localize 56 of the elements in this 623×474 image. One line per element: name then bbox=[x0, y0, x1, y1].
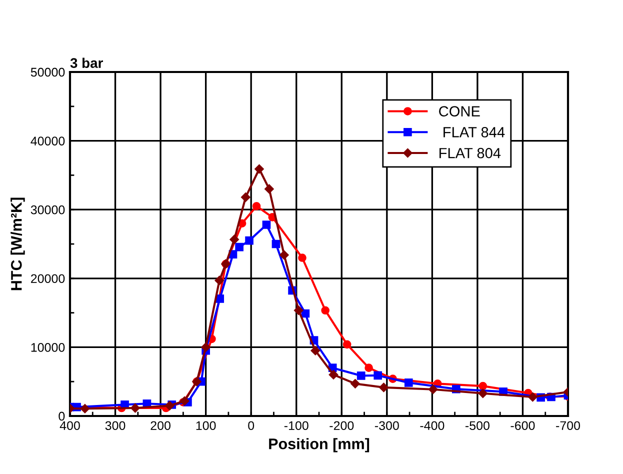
point bbox=[342, 340, 352, 349]
point bbox=[80, 404, 90, 414]
point bbox=[272, 240, 280, 248]
point bbox=[379, 382, 388, 392]
x-tick-label: 100 bbox=[196, 421, 216, 430]
point bbox=[235, 242, 244, 252]
x-tick-label: -300 bbox=[374, 421, 399, 430]
x-tick-label: 0 bbox=[248, 421, 254, 430]
point bbox=[241, 192, 250, 202]
point bbox=[230, 234, 239, 244]
x-tick-label: -100 bbox=[284, 421, 308, 430]
point bbox=[264, 184, 274, 194]
legend-label: FLAT 804 bbox=[440, 148, 501, 158]
point bbox=[262, 220, 271, 229]
point bbox=[294, 306, 304, 316]
point bbox=[245, 236, 254, 245]
x-tick-label: -200 bbox=[330, 421, 354, 430]
y-tick-label: 40000 bbox=[30, 136, 65, 146]
y-tick-label: 30000 bbox=[30, 205, 65, 214]
point bbox=[364, 364, 373, 372]
point bbox=[252, 202, 261, 210]
point bbox=[321, 306, 330, 315]
point bbox=[528, 392, 538, 402]
x-tick-label: 300 bbox=[105, 421, 126, 430]
y-axis-title: HTC [W/m²K] bbox=[10, 198, 25, 290]
point bbox=[164, 401, 174, 410]
point bbox=[130, 403, 140, 413]
point bbox=[298, 254, 306, 262]
point bbox=[201, 342, 210, 352]
point bbox=[214, 276, 224, 286]
legend-label: CONE bbox=[439, 106, 480, 116]
point bbox=[310, 346, 320, 356]
point bbox=[350, 379, 360, 388]
x-tick-label: 400 bbox=[60, 421, 80, 430]
x-axis-title: Position [mm] bbox=[269, 438, 370, 452]
point bbox=[428, 384, 438, 394]
chart-title: 3 bar bbox=[70, 58, 103, 68]
point bbox=[478, 382, 488, 390]
point bbox=[216, 294, 224, 303]
y-tick-label: 50000 bbox=[30, 68, 65, 77]
x-tick-label: -500 bbox=[466, 421, 490, 430]
y-tick-label: 10000 bbox=[31, 343, 65, 352]
point bbox=[280, 250, 289, 260]
point bbox=[356, 372, 366, 380]
x-tick-label: -600 bbox=[510, 421, 535, 430]
legend-label: FLAT 844 bbox=[444, 127, 505, 138]
point bbox=[374, 371, 382, 380]
y-tick-label: 0 bbox=[58, 412, 65, 421]
x-tick-label: -400 bbox=[420, 421, 444, 430]
point bbox=[328, 370, 338, 380]
y-tick-label: 20000 bbox=[31, 274, 65, 284]
point bbox=[404, 378, 413, 387]
x-tick-label: -700 bbox=[556, 421, 580, 430]
x-tick-label: 200 bbox=[150, 421, 170, 430]
point bbox=[478, 388, 488, 398]
point bbox=[254, 164, 264, 174]
